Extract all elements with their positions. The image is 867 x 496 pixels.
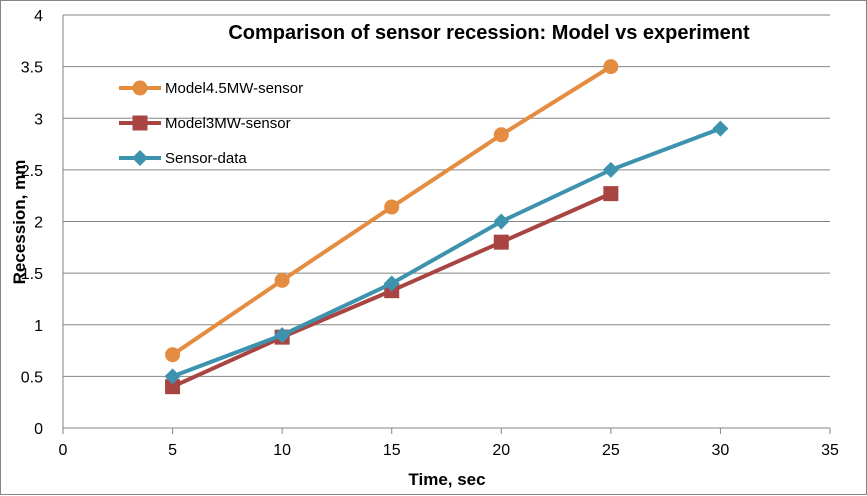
data-point-square	[165, 379, 181, 395]
series-line	[171, 126, 722, 379]
series-layer	[164, 59, 729, 395]
legend-entry: Model3MW-sensor	[119, 115, 291, 132]
y-tick-label: 2.5	[21, 163, 43, 180]
axes: 0 0.5 1 1.5 2 2.5 3 3.5 4 0 5 10 15 20 25 30 35	[21, 8, 839, 459]
x-tick-label: 20	[492, 442, 510, 459]
y-tick-label: 3	[34, 111, 43, 128]
data-point-circle	[274, 272, 290, 288]
x-tick-label: 15	[383, 442, 401, 459]
y-tick-label: 1	[34, 318, 43, 335]
series-model4-5mw-sensor	[165, 59, 619, 363]
y-axis-title: Recession, mm	[10, 160, 29, 285]
y-tick-label: 1.5	[21, 266, 43, 283]
legend-marker-diamond	[132, 150, 148, 166]
x-tick-label: 35	[821, 442, 839, 459]
gridlines	[63, 14, 830, 377]
legend-label: Model4.5MW-sensor	[165, 80, 303, 97]
data-point-square	[493, 234, 509, 250]
data-point-circle	[603, 59, 619, 75]
legend-label: Sensor-data	[165, 150, 247, 167]
data-point-square	[603, 186, 619, 202]
data-point-diamond	[712, 120, 729, 137]
legend-marker-circle	[132, 80, 148, 96]
x-tick-label: 10	[273, 442, 291, 459]
data-point-diamond	[274, 327, 291, 344]
y-tick-label: 0	[34, 421, 43, 438]
legend-entry: Model4.5MW-sensor	[119, 80, 303, 97]
data-point-circle	[165, 347, 181, 363]
data-point-circle	[384, 199, 400, 215]
x-tick-label: 25	[602, 442, 620, 459]
data-point-diamond	[383, 275, 400, 292]
x-tick-label: 30	[712, 442, 730, 459]
series-sensor-data	[164, 120, 729, 385]
legend: Model4.5MW-sensor Model3MW-sensor Sensor-d…	[119, 80, 303, 167]
legend-label: Model3MW-sensor	[165, 115, 291, 132]
data-point-diamond	[164, 368, 181, 385]
legend-entry: Sensor-data	[119, 150, 247, 167]
y-tick-label: 0.5	[21, 369, 43, 386]
x-tick-label: 0	[59, 442, 68, 459]
x-axis-title: Time, sec	[408, 470, 485, 489]
chart-title: Comparison of sensor recession: Model vs…	[228, 22, 750, 44]
y-tick-label: 3.5	[21, 60, 43, 77]
data-point-diamond	[602, 161, 619, 178]
x-tick-label: 5	[168, 442, 177, 459]
legend-marker-square	[132, 115, 148, 131]
y-tick-label: 2	[34, 215, 43, 232]
data-point-circle	[493, 127, 509, 143]
data-point-diamond	[493, 213, 510, 230]
y-tick-label: 4	[34, 8, 43, 25]
